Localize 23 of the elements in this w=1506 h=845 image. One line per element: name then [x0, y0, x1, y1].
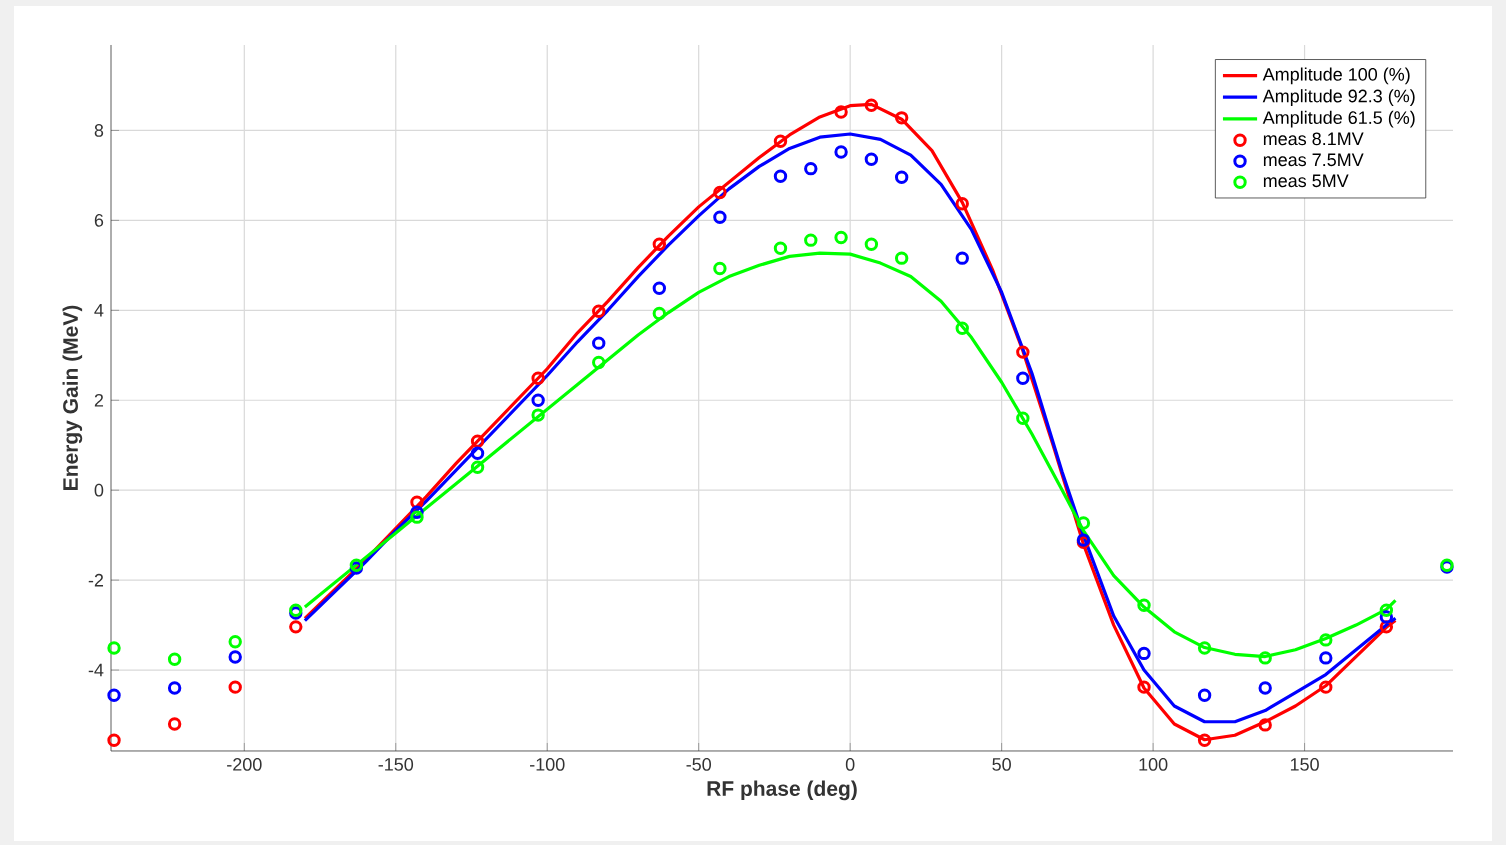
x-tick-label: -50: [686, 758, 712, 771]
legend-label: meas 5MV: [1263, 174, 1349, 188]
x-tick-label: 0: [845, 758, 855, 771]
legend-label: meas 8.1MV: [1263, 132, 1364, 146]
legend-label: meas 7.5MV: [1263, 153, 1364, 167]
x-tick-label: -200: [227, 758, 262, 771]
x-tick-label: -100: [530, 758, 565, 771]
x-tick-label: 100: [1139, 758, 1168, 771]
x-tick-label: 50: [992, 758, 1011, 771]
y-tick-label: 6: [94, 213, 104, 227]
x-axis-title: RF phase (deg): [707, 780, 857, 801]
y-tick-label: -4: [88, 663, 104, 677]
y-tick-label: 4: [94, 304, 104, 317]
y-tick-label: 2: [94, 393, 104, 407]
x-tick-label: 150: [1290, 758, 1319, 771]
legend-label: Amplitude 100 (%): [1262, 67, 1410, 85]
legend-label: Amplitude 61.5 (%): [1262, 110, 1415, 128]
y-tick-label: 8: [94, 124, 104, 137]
y-tick-label: 0: [94, 483, 104, 497]
x-tick-label: -150: [378, 758, 414, 771]
legend-label: Amplitude 92.3 (%): [1262, 89, 1415, 106]
y-axis-title: Energy Gain (MeV): [62, 305, 83, 490]
y-tick-label: -2: [88, 573, 104, 587]
